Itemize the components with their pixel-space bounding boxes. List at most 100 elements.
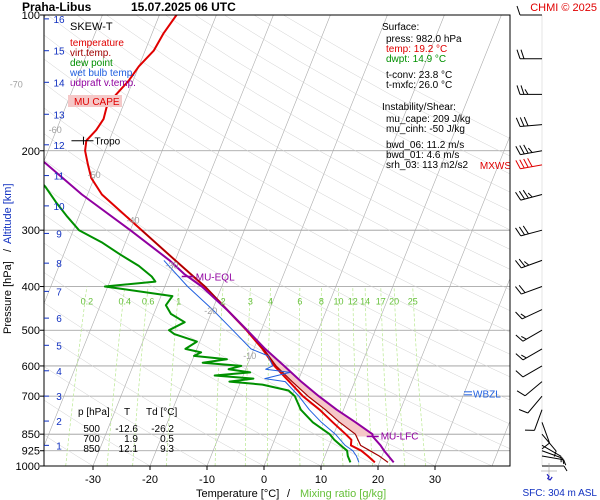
dry-adiabat [106,15,510,250]
wind-barb-flag [515,146,521,155]
wind-barb-flag [515,370,524,378]
dry-adiabat [44,159,510,425]
table-cell: -26.2 [151,424,174,435]
wind-barb-flag [518,409,529,414]
wind-barb-flag [553,450,557,457]
legend-wet-bulb: wet bulb temp. [69,68,135,79]
altitude-tick-label: 2 [56,417,62,428]
tropopause-label: Tropo [94,137,120,148]
dry-adiabat [44,82,510,355]
dry-adiabat [44,107,510,378]
wet-bulb-line [163,260,360,463]
isotherm-label: -50 [88,170,101,180]
mixing-ratio-line [393,286,406,466]
dry-adiabat [44,133,510,401]
altitude-tick-label: 7 [56,287,62,298]
mixing-ratio-label: 6 [297,297,302,307]
table-cell: 850 [83,444,100,455]
legend-temperature: temperature [70,38,124,49]
isotherm-label: -60 [49,125,62,135]
altitude-tick-label: 14 [53,78,65,89]
wind-barb-flag [518,190,526,200]
altitude-tick-label: 3 [56,392,62,403]
isotherm-line [44,15,103,162]
mixing-ratio-label: 12 [348,297,358,307]
legend-mu-cape: MU CAPE [74,97,120,108]
wind-barb-flag [521,335,527,340]
mixing-ratio-label: 20 [389,297,399,307]
isotherm-label: -30 [165,261,178,271]
isotherm-line [320,15,502,466]
table-cell: 9.3 [160,444,174,455]
wind-barb-flag [523,144,529,154]
wind-barb-flag [522,189,529,199]
copyright: CHMI © 2025 [530,2,597,14]
wind-barb-flag [515,160,521,169]
mu-cape-value: mu_cape: 209 J/kg [386,114,471,125]
isotherm-label: -10 [243,351,256,361]
mu-lfc-label: MU-LFC [381,431,419,442]
wind-barb-flag [541,442,550,450]
x-axis-label-mixing: Mixing ratio [g/kg] [300,488,386,500]
wind-barb-flag [520,85,525,95]
wind-barb-flag [519,159,525,169]
dew-point-line [44,183,352,463]
sounding-datetime: 15.07.2025 06 UTC [131,0,236,14]
temperature-tick-label: -20 [142,474,158,486]
plot-frame [43,14,511,467]
mu-eql-label: MU-EQL [196,272,235,283]
sfc-altitude-label: SFC: 304 m ASL [523,488,598,499]
mixing-ratio-label: 3 [248,297,253,307]
virtual-temperature-line [141,229,389,463]
wind-barb-flag [520,49,525,59]
isotherm-label: -70 [10,80,23,90]
mixing-ratio-line [364,286,373,466]
dry-adiabat [44,58,510,333]
hodograph: SFC: 304 m ASL [523,463,598,499]
temperature-tick-label: 30 [429,474,441,486]
plot-area [44,15,510,466]
altitude-tick-label: 16 [53,15,65,26]
wind-barb-flag [523,116,529,127]
pressure-tick-label: 500 [22,325,40,337]
temperature-tick-label: 0 [261,474,267,486]
wind-barb-flag [515,311,523,320]
wind-barb-flag [518,226,526,236]
wind-barb-staff [521,286,543,295]
isotherm-line [149,15,331,466]
dry-adiabat [44,186,510,449]
wind-barb-flag [515,191,522,201]
pressure-tick-label: 200 [22,146,40,158]
instability-title: Instability/Shear: [382,102,456,113]
isotherm-line [44,15,160,305]
isotherm-line [434,277,510,466]
mixing-ratio-line [244,286,251,466]
updraft-vtemp-line [44,160,395,464]
wind-barbs [515,5,568,472]
wind-barb-flag [516,85,521,95]
mixing-ratio-label: 0.2 [81,297,94,307]
surface-dwpt: dwpt: 14.9 °C [386,54,446,65]
mu-cinh-value: mu_cinh: -50 J/kg [386,124,465,135]
isotherm-label: -40 [126,215,139,225]
legend-updraft-vtemp: udpraft v.temp. [70,78,136,89]
wind-barb-staff [521,309,543,320]
legend-title: SKEW-T [70,21,113,33]
altitude-tick-label: 1 [56,441,62,452]
isotherm-line [377,135,510,466]
table-cell: 1.9 [124,434,138,445]
surface-title: Surface: [382,22,419,33]
wind-barb-flag [515,227,522,237]
altitude-tick-label: 4 [56,367,62,378]
mixing-ratio-line [380,286,391,466]
mixing-ratio-line [267,286,271,466]
mixing-ratio-label: 8 [319,297,324,307]
dry-adiabat [44,214,493,466]
table-cell: 0.5 [160,434,174,445]
dry-adiabat [47,15,510,290]
wind-barb-flag [519,117,525,127]
isotherm-line [44,15,217,447]
pressure-tick-label: 400 [22,282,40,294]
y-axis-label-altitude: Altitude [km] [2,183,14,244]
